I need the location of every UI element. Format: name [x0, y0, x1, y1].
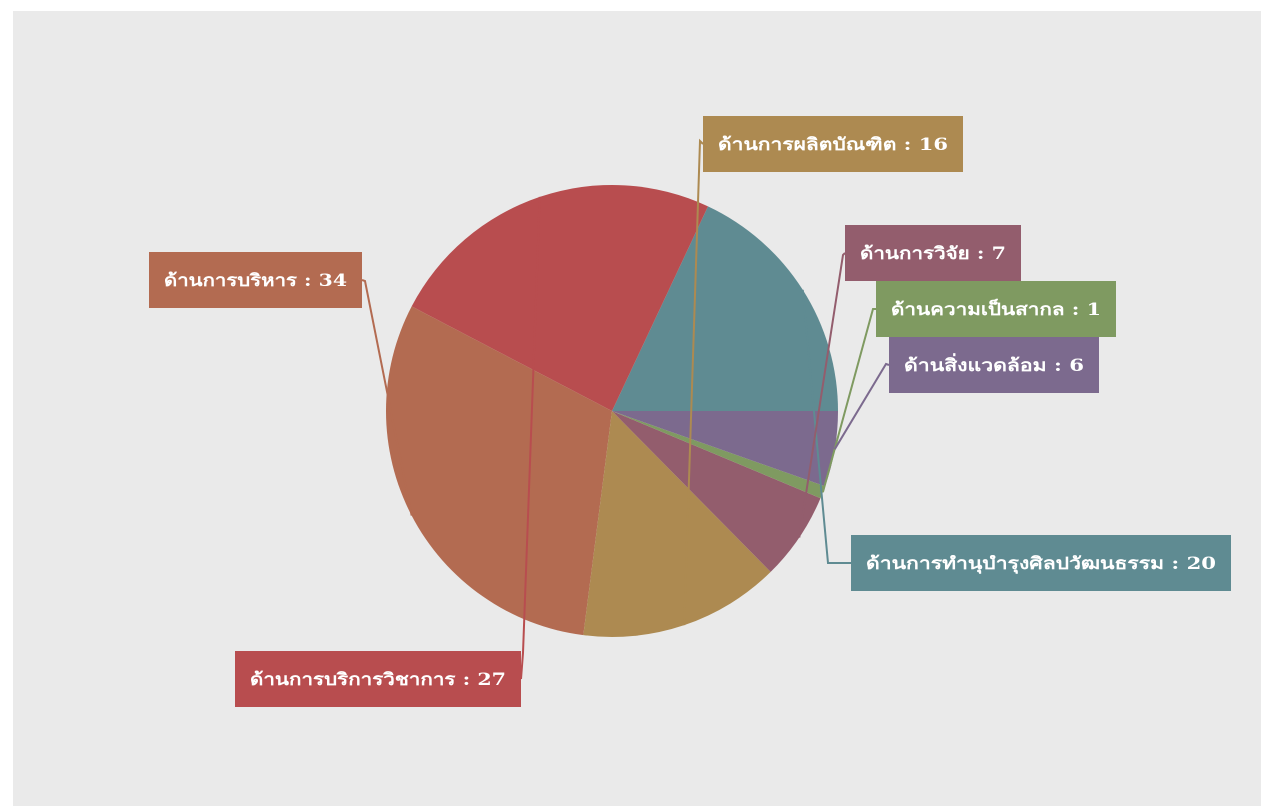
slice-label: ด้านการผลิตบัณฑิต : 16 [718, 135, 948, 155]
slice-label: ด้านการทำนุบำรุงศิลปวัฒนธรรม : 20 [866, 554, 1216, 574]
pie-chart: ด้านการทำนุบำรุงศิลปวัฒนธรรม : 20 ด้านการ… [13, 11, 1261, 806]
slice-label: ด้านความเป็นสากล : 1 [891, 297, 1101, 320]
slice-label: ด้านการวิจัย : 7 [860, 244, 1006, 264]
leader-line [835, 364, 889, 449]
slice-label: ด้านการบริหาร : 34 [164, 271, 347, 291]
slice-label: ด้านสิ่งแวดล้อม : 6 [904, 353, 1084, 376]
pie-slices [386, 185, 838, 637]
slice-label: ด้านการบริการวิชาการ : 27 [250, 670, 506, 690]
chart-panel: ด้านการทำนุบำรุงศิลปวัฒนธรรม : 20 ด้านการ… [13, 11, 1261, 806]
